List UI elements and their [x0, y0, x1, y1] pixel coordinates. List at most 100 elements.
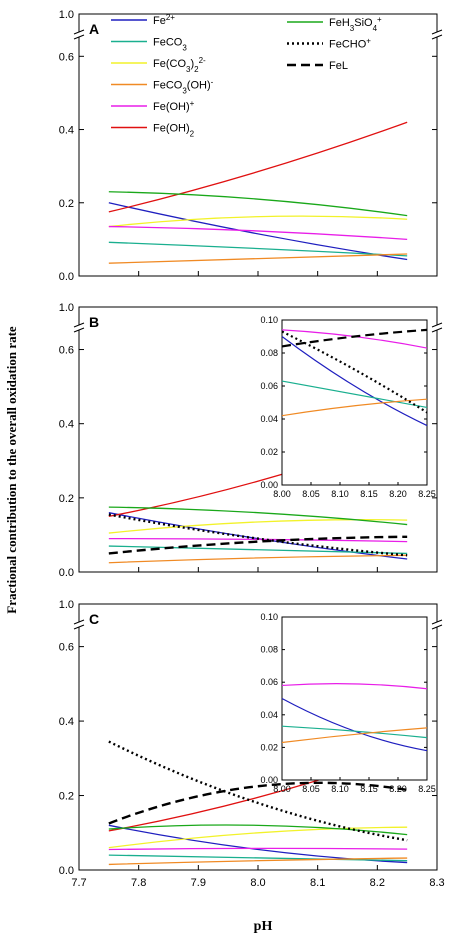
legend: Fe2+ FeCO3 Fe(CO3)22- FeCO3(OH)- Fe(OH)+ Fe(O…	[111, 13, 382, 138]
series-line-fesio	[108, 824, 408, 836]
inset-y-tick-label: 0.00	[260, 480, 278, 490]
plot-frame	[78, 13, 438, 277]
x-axis-label: pH	[254, 919, 273, 934]
series-line-feoh2	[108, 121, 408, 213]
y-tick-label: 0.2	[59, 493, 74, 505]
axis-break-mark	[73, 29, 85, 35]
panel-label: C	[89, 611, 99, 627]
inset-c: 0.00 0.02 0.04 0.06 0.08 0.10 8.00 8.05 8.10 8.15…	[260, 612, 435, 794]
x-tick-label: 8.1	[310, 877, 325, 889]
legend-item-feco32: Fe(CO3)22-	[111, 56, 206, 74]
inset-x-tick-label: 8.20	[389, 784, 407, 794]
x-tick-label: 8.3	[429, 877, 444, 889]
inset-y-tick-label: 0.04	[260, 414, 278, 424]
inset-x-tick-label: 8.25	[418, 489, 436, 499]
inset-y-tick-label: 0.00	[260, 775, 278, 785]
panel-label: A	[89, 21, 99, 37]
series-line-fecho	[108, 513, 408, 557]
axis-break-mark	[431, 29, 443, 35]
series-line-fesio	[108, 191, 408, 217]
y-tick-label: 0.4	[59, 125, 74, 137]
inset-series-line-fel	[281, 328, 428, 348]
inset-y-tick-label: 0.10	[260, 315, 278, 325]
series-line-feco3oh	[108, 857, 408, 866]
series-line-feoh	[108, 847, 408, 851]
inset-series-line-feco3oh	[281, 727, 428, 744]
axis-break-mark	[431, 624, 443, 630]
y-tick-label: 0.2	[59, 198, 74, 210]
inset-frame	[281, 616, 428, 781]
legend-label: FeCHO+	[329, 36, 371, 51]
axis-break-mark	[431, 34, 443, 40]
y-tick-label: 0.4	[59, 716, 74, 728]
axis-break-mark	[431, 619, 443, 625]
legend-item-fe2: Fe2+	[111, 13, 175, 28]
panels: 0.0 0.2 0.4 0.6 1.0 A 0.0 0.2 0.4 0.6 1.0 B 0.00 0.02…	[59, 9, 445, 889]
series-line-feco32	[108, 519, 408, 534]
axis-break-mark	[73, 327, 85, 333]
series-line-fel	[108, 781, 408, 825]
legend-label: Fe(OH)+	[153, 99, 195, 114]
legend-label: FeL	[329, 60, 348, 72]
y-tick-label: 0.0	[59, 865, 74, 877]
inset-x-tick-label: 8.10	[331, 784, 349, 794]
inset-y-tick-label: 0.06	[260, 677, 278, 687]
legend-label: FeCO3	[153, 37, 187, 53]
inset-y-tick-label: 0.02	[260, 447, 278, 457]
x-tick-label: 7.7	[71, 877, 86, 889]
inset-x-tick-label: 8.05	[302, 489, 320, 499]
series-line-fesio	[108, 506, 408, 526]
series-line-feoh	[108, 225, 408, 241]
x-tick-label: 8.2	[370, 877, 385, 889]
axis-break-mark	[73, 322, 85, 328]
axis-break-mark	[73, 624, 85, 630]
panel-c: 0.0 0.2 0.4 0.6 1.0 7.7 7.8 7.9 8.0 8.1 8.2 8.3 C 0.0…	[59, 599, 445, 889]
panel-b: 0.0 0.2 0.4 0.6 1.0 B 0.00 0.02 0.04 0.06 0.08 0.10…	[59, 302, 443, 579]
legend-item-fesio: FeH3SiO4+	[287, 15, 382, 33]
inset-b: 0.00 0.02 0.04 0.06 0.08 0.10 8.00 8.05 8.10 8.15…	[260, 315, 435, 499]
axis-break-mark	[73, 619, 85, 625]
legend-item-feco3oh: FeCO3(OH)-	[111, 77, 214, 95]
y-tick-label: 0.2	[59, 791, 74, 803]
axis-break-mark	[73, 34, 85, 40]
inset-x-tick-label: 8.15	[360, 784, 378, 794]
y-tick-label: 0.6	[59, 345, 74, 357]
inset-series-line-feco3	[281, 725, 428, 739]
y-tick-label: 1.0	[59, 599, 74, 611]
series-line-feco32	[108, 826, 408, 849]
series-line-feco3	[108, 241, 408, 257]
series-line-feco3	[108, 545, 408, 555]
panel-a: 0.0 0.2 0.4 0.6 1.0 A	[59, 9, 443, 283]
inset-x-tick-label: 8.20	[389, 489, 407, 499]
axis-break-gap	[74, 622, 84, 627]
axis-break-mark	[431, 322, 443, 328]
legend-label: FeH3SiO4+	[329, 15, 382, 33]
legend-item-fel: FeL	[287, 60, 348, 72]
y-tick-label: 1.0	[59, 302, 74, 314]
inset-y-tick-label: 0.06	[260, 381, 278, 391]
inset-series-line-feoh	[281, 683, 428, 690]
inset-y-tick-label: 0.10	[260, 612, 278, 622]
y-tick-label: 0.4	[59, 419, 74, 431]
inset-series-line-fe2	[281, 336, 428, 427]
series-line-feco3oh	[108, 253, 408, 264]
x-tick-label: 8.0	[250, 877, 265, 889]
axis-break-gap	[74, 325, 84, 330]
inset-x-tick-label: 8.10	[331, 489, 349, 499]
legend-item-fecho: FeCHO+	[287, 36, 371, 51]
axis-break-gap	[432, 622, 442, 627]
x-tick-label: 7.8	[131, 877, 146, 889]
inset-series-line-fecho	[281, 330, 428, 414]
panel-label: B	[89, 314, 99, 330]
legend-label: Fe(CO3)22-	[153, 56, 206, 74]
legend-item-feco3: FeCO3	[111, 37, 187, 53]
axis-break-mark	[431, 327, 443, 333]
axis-break-gap	[432, 32, 442, 37]
legend-label: Fe2+	[153, 13, 175, 28]
legend-item-feoh: Fe(OH)+	[111, 99, 195, 114]
x-tick-label: 7.9	[191, 877, 206, 889]
series-line-feco3oh	[108, 554, 408, 564]
inset-y-tick-label: 0.08	[260, 645, 278, 655]
inset-y-tick-label: 0.02	[260, 742, 278, 752]
